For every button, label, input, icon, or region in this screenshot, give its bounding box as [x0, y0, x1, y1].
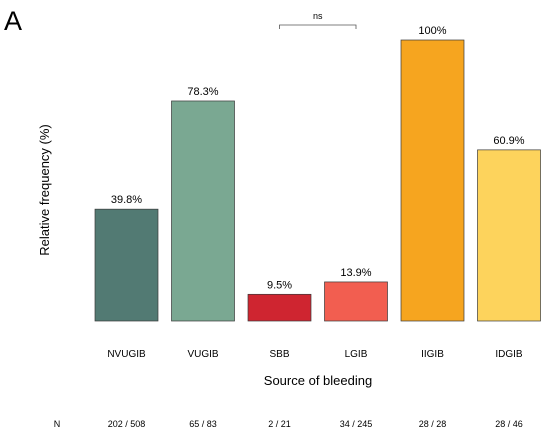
category-labels-group: NVUGIB VUGIB SBB LGIB IIGIB IDGIB — [107, 349, 523, 360]
value-label-lgib: 13.9% — [340, 267, 371, 279]
value-label-sbb: 9.5% — [267, 279, 292, 291]
n-value-vugib: 65 / 83 — [189, 419, 217, 429]
bar-idgib — [477, 149, 541, 322]
bar-sbb — [247, 293, 312, 322]
bar-vugib — [171, 100, 235, 322]
category-label-iigib: IIGIB — [421, 349, 444, 360]
n-value-lgib: 34 / 245 — [340, 419, 373, 429]
value-label-idgib: 60.9% — [493, 135, 524, 147]
value-label-vugib: 78.3% — [187, 86, 218, 98]
bar-iigib — [400, 39, 465, 322]
n-value-nvugib: 202 / 508 — [108, 419, 146, 429]
y-axis-label: Relative frequency (%) — [37, 124, 52, 256]
significance-bracket-line — [279, 24, 357, 29]
category-label-nvugib: NVUGIB — [107, 349, 146, 360]
category-label-sbb: SBB — [269, 349, 289, 360]
value-label-iigib: 100% — [418, 25, 446, 37]
bar-nvugib — [94, 208, 159, 322]
n-header: N — [54, 419, 61, 429]
bars-group — [94, 39, 541, 322]
bar-lgib — [324, 281, 388, 322]
significance-label: ns — [313, 11, 323, 21]
x-axis-label: Source of bleeding — [264, 373, 372, 388]
category-label-lgib: LGIB — [345, 349, 368, 360]
panel-label: A — [4, 6, 22, 36]
n-value-idgib: 28 / 46 — [495, 419, 523, 429]
category-label-idgib: IDGIB — [495, 349, 523, 360]
significance-bracket: ns — [279, 11, 357, 29]
n-values-group: 202 / 508 65 / 83 2 / 21 34 / 245 28 / 28 28 … — [108, 419, 523, 429]
category-label-vugib: VUGIB — [187, 349, 218, 360]
n-value-iigib: 28 / 28 — [419, 419, 447, 429]
value-label-nvugib: 39.8% — [111, 194, 142, 206]
n-value-sbb: 2 / 21 — [268, 419, 291, 429]
value-labels-group: 39.8% 78.3% 9.5% 13.9% 100% 60.9% — [111, 25, 525, 291]
